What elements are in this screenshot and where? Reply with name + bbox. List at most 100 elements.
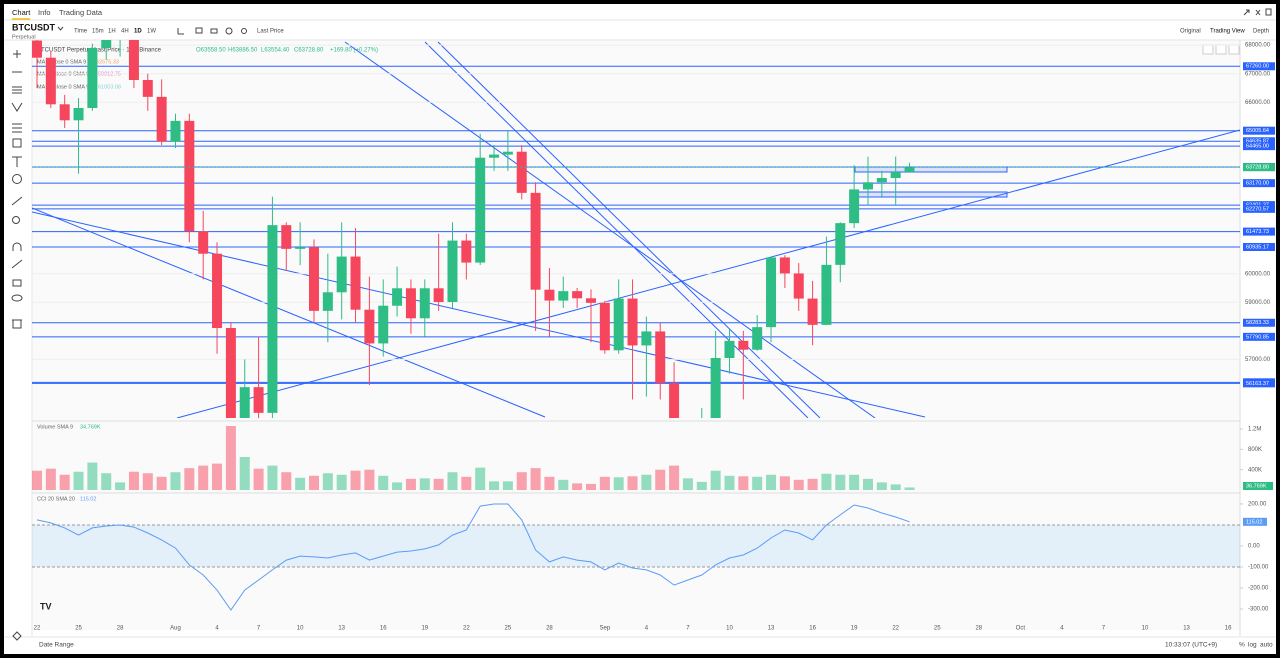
indicator-value: 61003.08 bbox=[98, 84, 121, 90]
y-tick-label: 60000.00 bbox=[1245, 271, 1271, 277]
x-tick-label: 25 bbox=[505, 626, 512, 632]
candle-body bbox=[849, 189, 860, 224]
candle-body bbox=[876, 178, 887, 183]
volume-bar bbox=[710, 470, 721, 490]
x-tick-label: 13 bbox=[338, 626, 345, 632]
volume-bar bbox=[336, 474, 347, 490]
candle-body bbox=[239, 387, 250, 418]
y-tick-label: 67000.00 bbox=[1245, 71, 1271, 77]
volume-bar bbox=[613, 477, 624, 490]
volume-bar bbox=[779, 476, 790, 490]
level-badge bbox=[1243, 242, 1275, 251]
y-tick-label: 400K bbox=[1248, 467, 1262, 473]
x-tick-label: 4 bbox=[215, 626, 219, 632]
volume-bar bbox=[73, 471, 84, 490]
indicator-value: 59012.75 bbox=[98, 71, 121, 77]
candle-body bbox=[641, 331, 652, 346]
volume-bar bbox=[156, 476, 167, 490]
y-tick-label: 800K bbox=[1248, 447, 1262, 453]
tab[interactable]: Info bbox=[38, 8, 51, 17]
candle-body bbox=[322, 292, 333, 311]
volume-bar bbox=[433, 478, 444, 490]
volume-bar bbox=[752, 476, 763, 490]
x-tick-label: 7 bbox=[257, 626, 261, 632]
x-tick-label: 22 bbox=[463, 626, 470, 632]
scale-option[interactable]: log bbox=[1248, 642, 1257, 649]
y-tick-label: -100.00 bbox=[1248, 565, 1269, 571]
interval[interactable]: Time bbox=[74, 29, 88, 35]
dropdown-icon[interactable] bbox=[57, 26, 64, 31]
x-tick-label: 28 bbox=[546, 626, 553, 632]
level-badge bbox=[1243, 62, 1275, 71]
level-label: 64465.00 bbox=[1246, 144, 1269, 150]
interval[interactable]: 15m bbox=[92, 29, 104, 35]
interval[interactable]: 1D bbox=[134, 29, 142, 35]
x-tick-label: 10 bbox=[297, 626, 304, 632]
volume-bar bbox=[128, 471, 139, 490]
volume-bar bbox=[267, 465, 278, 490]
tab[interactable]: Trading Data bbox=[59, 8, 103, 17]
drawing-toolbar[interactable] bbox=[11, 50, 23, 641]
view-option[interactable]: Trading View bbox=[1210, 29, 1245, 35]
volume-bar bbox=[281, 472, 292, 490]
candle-body bbox=[392, 288, 403, 306]
interval[interactable]: 1W bbox=[147, 29, 156, 35]
volume-bar bbox=[904, 487, 915, 490]
interval[interactable]: 4H bbox=[121, 29, 129, 35]
level-badge bbox=[1243, 332, 1275, 341]
x-tick-label: 19 bbox=[421, 626, 428, 632]
ohlc-close: C63728.80 bbox=[294, 48, 324, 54]
scale-option[interactable]: % bbox=[1239, 642, 1245, 649]
interval[interactable]: 1H bbox=[108, 29, 116, 35]
volume-bar bbox=[696, 481, 707, 490]
pane-value: 34.769K bbox=[80, 424, 101, 430]
candle-body bbox=[128, 40, 139, 80]
volume-bar bbox=[530, 468, 541, 490]
pane-value: 115.02 bbox=[80, 496, 96, 502]
price-pane bbox=[32, 40, 1240, 418]
candle-body bbox=[572, 291, 583, 299]
candle-body bbox=[752, 327, 763, 350]
y-tick-label: 1.2M bbox=[1248, 427, 1261, 433]
volume-bar bbox=[115, 482, 126, 490]
volume-bar bbox=[239, 457, 250, 490]
candle-body bbox=[862, 182, 873, 190]
symbol[interactable]: BTCUSDT bbox=[12, 22, 55, 32]
candle-body bbox=[724, 340, 735, 358]
level-badge bbox=[1243, 318, 1275, 327]
candle-body bbox=[585, 298, 596, 303]
chart-tools[interactable] bbox=[177, 27, 247, 35]
tab[interactable]: Chart bbox=[12, 8, 31, 17]
candle-body bbox=[558, 291, 569, 301]
view-option[interactable]: Original bbox=[1180, 29, 1201, 35]
volume-bar bbox=[59, 474, 70, 490]
candle-body bbox=[516, 151, 527, 193]
cci-line bbox=[36, 503, 910, 611]
level-label: 58283.33 bbox=[1246, 320, 1269, 326]
level-label: 57790.85 bbox=[1246, 334, 1269, 340]
volume-bar bbox=[31, 470, 42, 490]
volume-bar bbox=[142, 473, 153, 490]
pane-controls[interactable] bbox=[1202, 44, 1240, 55]
date-range[interactable]: Date Range bbox=[39, 642, 74, 649]
candle-body bbox=[807, 298, 818, 325]
candle-body bbox=[350, 256, 361, 310]
volume-bar bbox=[447, 472, 458, 490]
candle-body bbox=[101, 40, 112, 48]
level-badge bbox=[1243, 227, 1275, 236]
price-type[interactable]: Last Price bbox=[257, 29, 284, 35]
scale-option[interactable]: auto bbox=[1260, 642, 1273, 649]
candle-body bbox=[281, 225, 292, 249]
candle-body bbox=[267, 225, 278, 413]
candle-body bbox=[890, 172, 901, 178]
volume-bar bbox=[392, 482, 403, 490]
ohlc-low: L63554.40 bbox=[261, 48, 290, 54]
view-option[interactable]: Depth bbox=[1253, 29, 1269, 35]
candle-body bbox=[599, 302, 610, 351]
volume-bar bbox=[807, 478, 818, 490]
x-tick-label: 22 bbox=[34, 626, 41, 632]
x-tick-label: Sep bbox=[599, 626, 610, 632]
volume-bar bbox=[890, 484, 901, 490]
